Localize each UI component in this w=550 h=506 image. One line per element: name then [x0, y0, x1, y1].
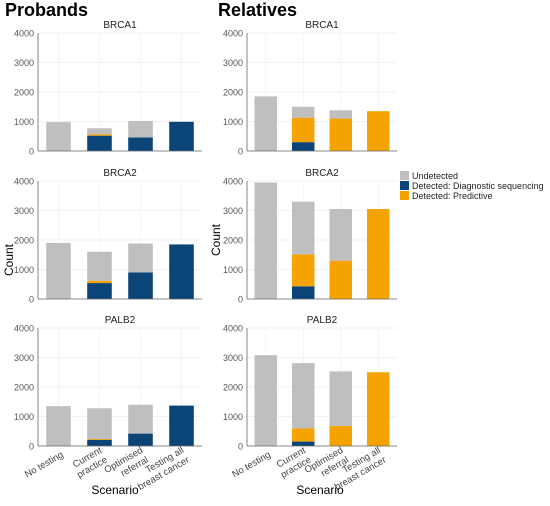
bar-segment-predictive: [367, 209, 390, 299]
bar-segment-undetected: [292, 201, 315, 255]
bar-segment-undetected: [128, 243, 153, 273]
bar-segment-undetected: [292, 106, 315, 118]
legend-swatch-undetected: [400, 171, 409, 180]
legend-label-diagnostic: Detected: Diagnostic sequencing: [412, 181, 544, 191]
y-tick-label: 3000: [223, 58, 243, 68]
bar-segment-predictive: [292, 428, 315, 442]
y-tick-label: 0: [29, 147, 34, 157]
legend-label-predictive: Detected: Predictive: [412, 191, 493, 201]
bar-segment-undetected: [254, 96, 277, 151]
x-axis-title-relatives: Scenario: [296, 483, 344, 497]
bar-segment-predictive: [329, 425, 352, 446]
y-tick-label: 0: [29, 295, 34, 305]
y-tick-label: 3000: [223, 353, 243, 363]
bar-segment-diagnostic: [169, 244, 194, 299]
y-tick-label: 2000: [14, 383, 34, 393]
y-tick-label: 4000: [223, 29, 243, 39]
bar-segment-diagnostic: [292, 286, 315, 299]
y-tick-label: 2000: [223, 383, 243, 393]
y-tick-label: 4000: [223, 324, 243, 334]
bar-segment-undetected: [128, 120, 153, 138]
y-tick-label: 3000: [223, 206, 243, 216]
bar-segment-diagnostic: [292, 441, 315, 446]
y-tick-label: 1000: [223, 412, 243, 422]
y-tick-label: 4000: [14, 29, 34, 39]
y-axis-title-probands: Count: [2, 243, 16, 276]
panel-title-probands-brca2: BRCA2: [103, 168, 137, 179]
legend-swatch-predictive: [400, 191, 409, 200]
bar-segment-undetected: [292, 363, 315, 429]
y-tick-label: 1000: [223, 265, 243, 275]
bar-segment-diagnostic: [292, 142, 315, 151]
bar-segment-diagnostic: [128, 433, 153, 446]
bar-segment-undetected: [329, 371, 352, 426]
y-tick-label: 3000: [14, 206, 34, 216]
legend-swatch-diagnostic: [400, 181, 409, 190]
bar-segment-undetected: [254, 182, 277, 299]
y-tick-label: 4000: [14, 324, 34, 334]
x-tick-label-line: No testing: [23, 449, 66, 480]
x-tick-label: No testing: [23, 449, 66, 480]
y-tick-label: 3000: [14, 353, 34, 363]
x-tick-label: No testing: [230, 449, 273, 480]
bar-segment-diagnostic: [169, 405, 194, 446]
bar-segment-predictive: [87, 438, 112, 440]
column-title-probands: Probands: [5, 0, 88, 20]
y-tick-label: 2000: [223, 236, 243, 246]
panel-title-relatives-palb2: PALB2: [307, 315, 338, 326]
bar-segment-undetected: [87, 408, 112, 439]
bar-segment-predictive: [87, 280, 112, 284]
y-tick-label: 4000: [223, 177, 243, 187]
bar-segment-predictive: [367, 372, 390, 446]
bar-segment-undetected: [87, 128, 112, 135]
panel-title-probands-brca1: BRCA1: [103, 20, 137, 31]
bar-segment-diagnostic: [87, 439, 112, 446]
bar-segment-predictive: [329, 260, 352, 299]
bar-segment-undetected: [254, 355, 277, 446]
y-tick-label: 2000: [223, 88, 243, 98]
bar-segment-predictive: [292, 117, 315, 143]
bar-segment-undetected: [46, 122, 71, 151]
bar-segment-undetected: [87, 251, 112, 281]
y-tick-label: 2000: [14, 88, 34, 98]
bar-segment-undetected: [128, 404, 153, 434]
y-tick-label: 1000: [223, 117, 243, 127]
y-tick-label: 3000: [14, 58, 34, 68]
y-tick-label: 4000: [14, 177, 34, 187]
x-axis-title-probands: Scenario: [91, 483, 139, 497]
bar-segment-predictive: [292, 254, 315, 287]
y-tick-label: 1000: [14, 412, 34, 422]
bar-segment-diagnostic: [128, 137, 153, 151]
bar-segment-diagnostic: [128, 272, 153, 299]
y-tick-label: 1000: [14, 265, 34, 275]
bar-segment-predictive: [367, 111, 390, 151]
bar-segment-undetected: [329, 110, 352, 119]
bar-segment-diagnostic: [87, 135, 112, 151]
panel-title-relatives-brca1: BRCA1: [305, 20, 339, 31]
bar-segment-undetected: [46, 242, 71, 299]
column-title-relatives: Relatives: [218, 0, 297, 20]
y-tick-label: 0: [29, 442, 34, 452]
y-tick-label: 2000: [14, 236, 34, 246]
y-tick-label: 1000: [14, 117, 34, 127]
bar-segment-undetected: [329, 209, 352, 261]
panel-title-probands-palb2: PALB2: [105, 315, 136, 326]
y-axis-title-relatives: Count: [209, 223, 223, 256]
y-tick-label: 0: [238, 442, 243, 452]
bar-segment-predictive: [87, 134, 112, 136]
bar-segment-undetected: [46, 406, 71, 446]
x-tick-label-line: No testing: [230, 449, 273, 480]
x-tick-label: Currentpractice: [70, 445, 110, 481]
panel-title-relatives-brca2: BRCA2: [305, 168, 339, 179]
y-tick-label: 0: [238, 147, 243, 157]
bar-segment-diagnostic: [87, 283, 112, 299]
legend-label-undetected: Undetected: [412, 171, 458, 181]
y-tick-label: 0: [238, 295, 243, 305]
bar-segment-diagnostic: [169, 121, 194, 151]
bar-segment-predictive: [329, 118, 352, 151]
